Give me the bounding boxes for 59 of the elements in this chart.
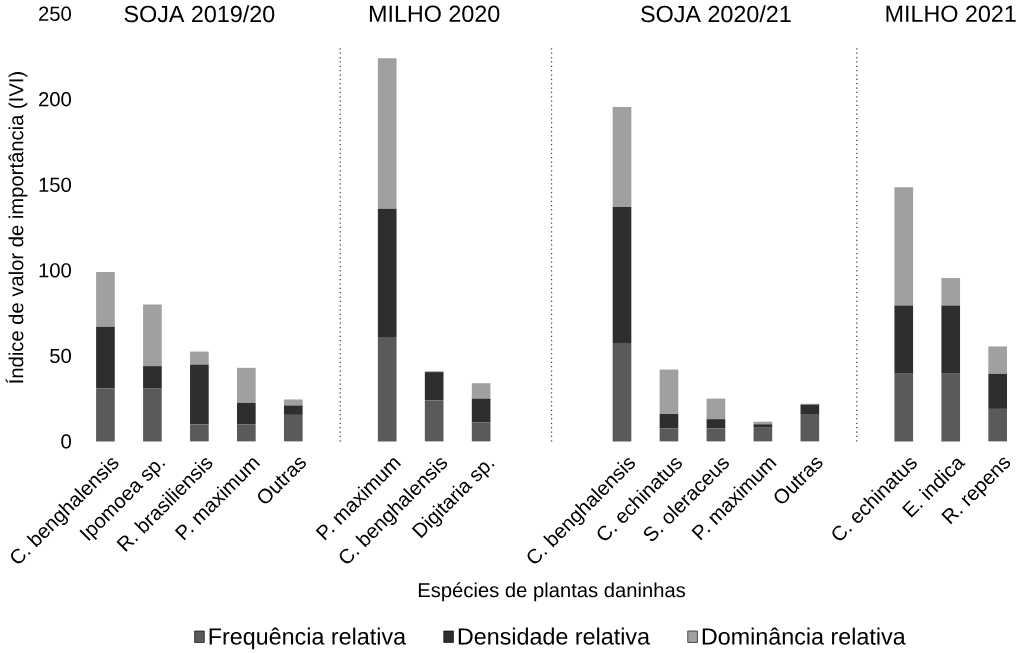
- bar: [96, 326, 115, 389]
- bar: [941, 278, 961, 306]
- bar: [800, 414, 820, 442]
- bar: [706, 398, 726, 420]
- bar: [659, 369, 679, 414]
- legend-label: Densidade relativa: [458, 627, 651, 645]
- bar: [143, 388, 162, 442]
- bar: [96, 388, 115, 442]
- bar: [941, 373, 961, 442]
- bar: [424, 400, 444, 442]
- y-tick-label: 200: [39, 92, 71, 107]
- y-tick-label: 50: [50, 348, 71, 363]
- annotation: MILHO 2020: [369, 5, 500, 22]
- y-tick-label: 250: [39, 6, 71, 21]
- bar: [988, 408, 1008, 442]
- bar: [941, 305, 961, 374]
- bar: [894, 373, 914, 442]
- bar: [612, 207, 632, 344]
- bar: [143, 366, 162, 389]
- bar: [283, 405, 303, 415]
- legend-label: Dominância relativa: [702, 627, 906, 645]
- legend-label: Frequência relativa: [209, 627, 407, 650]
- bar: [659, 428, 679, 442]
- y-axis-title: Índice de valor de importância (IVI): [5, 72, 28, 383]
- bar: [753, 427, 773, 442]
- bar: [96, 272, 115, 327]
- bar: [237, 367, 256, 403]
- bar: [988, 373, 1008, 409]
- bar: [706, 428, 726, 442]
- bar: [377, 337, 397, 442]
- bar: [283, 399, 303, 406]
- bar: [471, 422, 491, 442]
- annotation: SOJA 2020/21: [641, 5, 791, 23]
- bar: [377, 208, 397, 338]
- bar: [143, 304, 162, 367]
- bar: [988, 346, 1008, 374]
- bar: [190, 351, 209, 365]
- bar: [659, 414, 679, 429]
- bar: [237, 402, 256, 425]
- bar: [237, 424, 256, 442]
- bar: [800, 404, 820, 414]
- bar: [894, 305, 914, 374]
- bar: [283, 414, 303, 442]
- bar: [377, 58, 397, 209]
- bar: [471, 398, 491, 423]
- bar: [612, 343, 632, 442]
- x-axis-title: Espécies de plantas daninhas: [418, 582, 686, 602]
- y-tick-label: 150: [39, 177, 71, 192]
- y-tick-label: 0: [61, 434, 71, 449]
- annotation: MILHO 2021: [886, 5, 1016, 22]
- bar: [190, 424, 209, 442]
- bar: [894, 187, 914, 306]
- bar: [471, 383, 491, 399]
- y-tick-label: 100: [39, 263, 71, 278]
- bar: [424, 372, 444, 401]
- annotation: SOJA 2019/20: [124, 5, 275, 23]
- bar: [706, 419, 726, 429]
- bar: [612, 106, 632, 208]
- bar: [190, 364, 209, 425]
